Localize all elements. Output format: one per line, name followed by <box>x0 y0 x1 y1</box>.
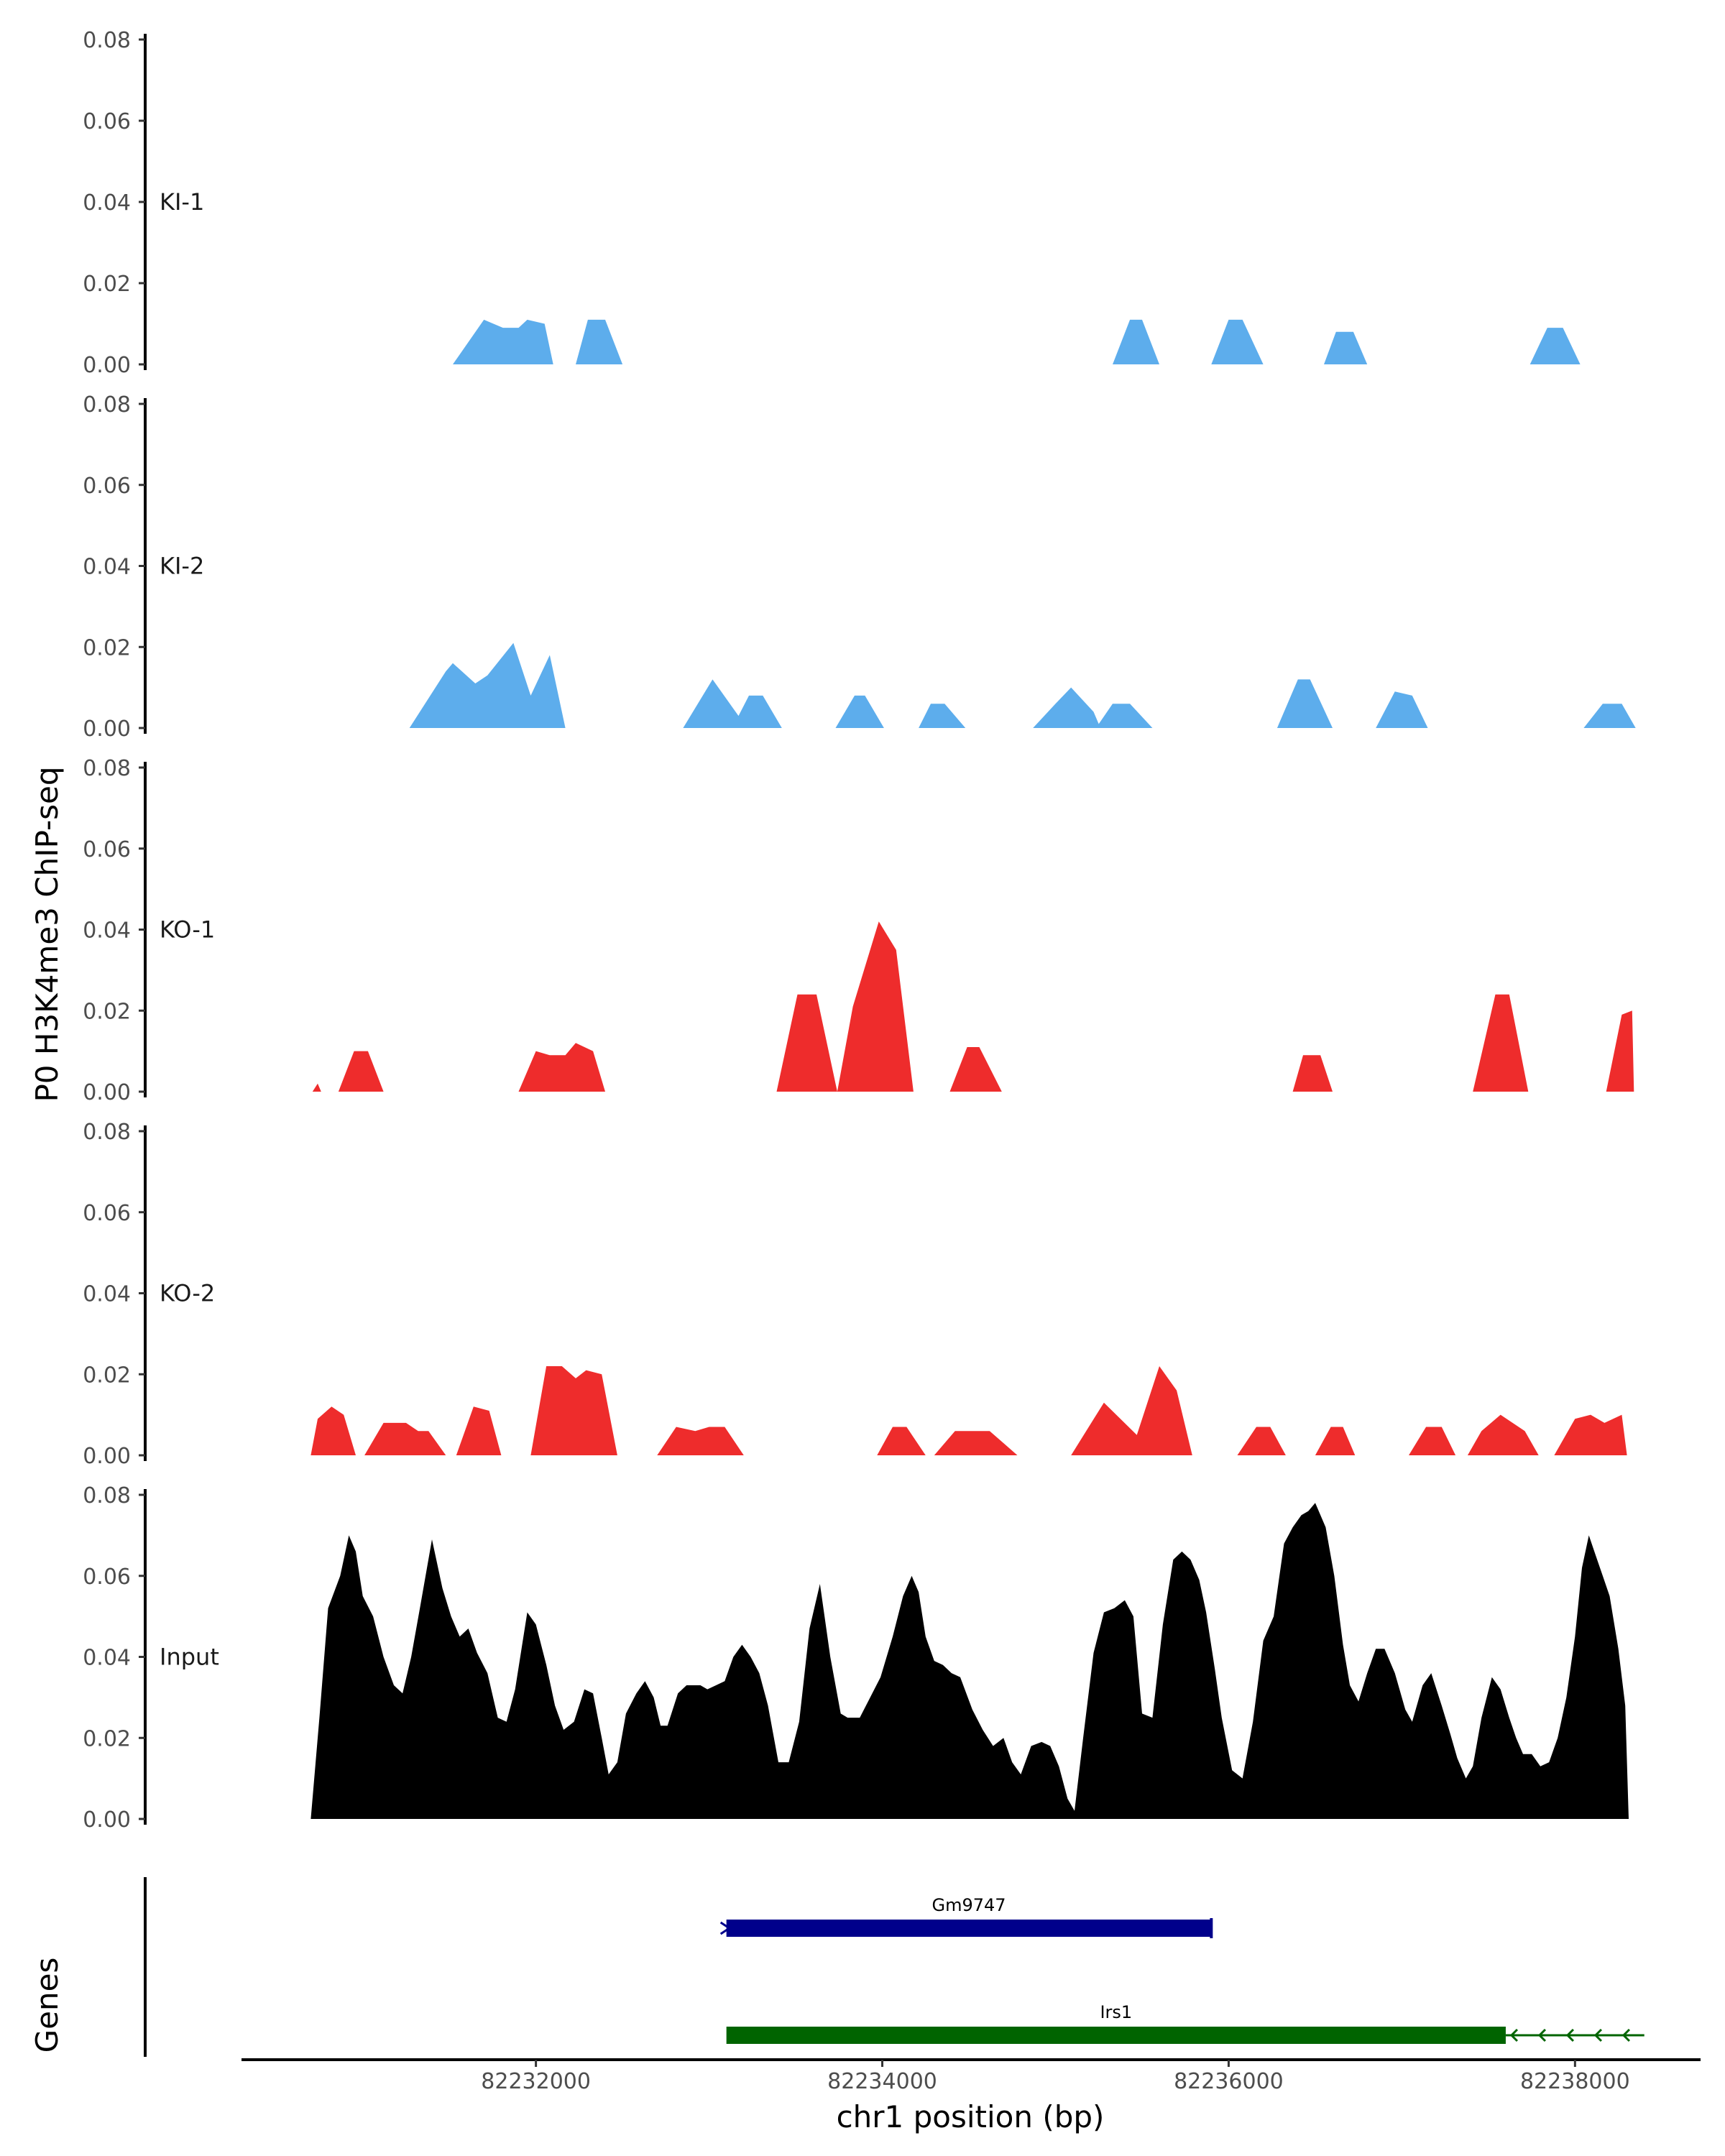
y-tick-label: 0.02 <box>83 1363 131 1388</box>
y-tick-label: 0.00 <box>83 1444 131 1469</box>
gene-body <box>726 2027 1506 2044</box>
y-tick-label: 0.02 <box>83 272 131 297</box>
y-tick-label: 0.06 <box>83 109 131 134</box>
signal-area <box>310 1366 1627 1455</box>
gene-label: Gm9747 <box>932 1895 1006 1915</box>
track-input: 0.00 0.02 0.04 0.06 0.08 Input <box>83 1483 1629 1833</box>
y-tick-label: 0.02 <box>83 1726 131 1751</box>
x-axis: 82232000 82234000 82236000 82238000 <box>242 2058 1701 2094</box>
signal-area <box>310 1503 1629 1819</box>
y-tick-label: 0.08 <box>83 28 131 53</box>
y-tick-label: 0.00 <box>83 1807 131 1833</box>
strand-arrow <box>1622 2028 1631 2042</box>
y-tick-label: 0.04 <box>83 1282 131 1307</box>
y-tick-label: 0.00 <box>83 353 131 378</box>
y-tick-label: 0.04 <box>83 190 131 216</box>
signal-area <box>312 921 1634 1092</box>
signal-area <box>409 642 1636 728</box>
y-tick-label: 0.08 <box>83 756 131 781</box>
x-tick-label: 82232000 <box>481 2069 591 2094</box>
track-label: KO-1 <box>160 916 215 944</box>
signal-area <box>453 319 1581 364</box>
gene-label: Irs1 <box>1100 2002 1132 2022</box>
x-axis-title: chr1 position (bp) <box>837 2099 1105 2134</box>
track-ko-1: 0.00 0.02 0.04 0.06 0.08 KO-1 <box>83 756 1634 1105</box>
y-tick-label: 0.06 <box>83 1565 131 1590</box>
y-tick-label: 0.04 <box>83 918 131 944</box>
track-label: KO-2 <box>160 1280 215 1307</box>
x-tick-label: 82234000 <box>827 2069 937 2094</box>
genes-axis-title: Genes <box>29 1958 65 2053</box>
x-tick-label: 82236000 <box>1174 2069 1284 2094</box>
track-label: KI-1 <box>160 188 204 216</box>
strand-arrow <box>1509 2028 1519 2042</box>
y-tick-label: 0.02 <box>83 635 131 660</box>
signal-tracks: 0.00 0.02 0.04 0.06 0.08 KI-1 0.00 0.02 0.04 0.06… <box>83 28 1636 1833</box>
y-tick-label: 0.06 <box>83 474 131 499</box>
gene-irs1: Irs1 <box>726 2002 1644 2044</box>
gene-gm9747: Gm9747 <box>719 1895 1213 1938</box>
y-tick-label: 0.08 <box>83 1120 131 1145</box>
y-tick-label: 0.06 <box>83 837 131 862</box>
y-tick-label: 0.08 <box>83 1483 131 1508</box>
y-tick-label: 0.04 <box>83 555 131 580</box>
y-tick-label: 0.04 <box>83 1646 131 1671</box>
track-ko-2: 0.00 0.02 0.04 0.06 0.08 KO-2 <box>83 1120 1627 1469</box>
y-tick-label: 0.00 <box>83 1080 131 1105</box>
strand-arrow <box>1537 2028 1547 2042</box>
track-ki-1: 0.00 0.02 0.04 0.06 0.08 KI-1 <box>83 28 1581 378</box>
strand-marker <box>719 1921 732 1935</box>
x-tick-label: 82238000 <box>1520 2069 1630 2094</box>
track-label: KI-2 <box>160 553 204 580</box>
y-axis-title: P0 H3K4me3 ChIP-seq <box>29 766 65 1102</box>
y-tick-label: 0.02 <box>83 999 131 1024</box>
gene-body <box>726 1920 1212 1937</box>
y-tick-label: 0.06 <box>83 1201 131 1226</box>
strand-arrow <box>1565 2028 1575 2042</box>
gene-track: Gm9747 Irs1 <box>144 1877 1644 2057</box>
track-ki-2: 0.00 0.02 0.04 0.06 0.08 KI-2 <box>83 392 1636 742</box>
y-tick-label: 0.00 <box>83 717 131 742</box>
strand-arrow <box>1593 2028 1603 2042</box>
track-label: Input <box>160 1644 219 1671</box>
y-tick-label: 0.08 <box>83 392 131 418</box>
